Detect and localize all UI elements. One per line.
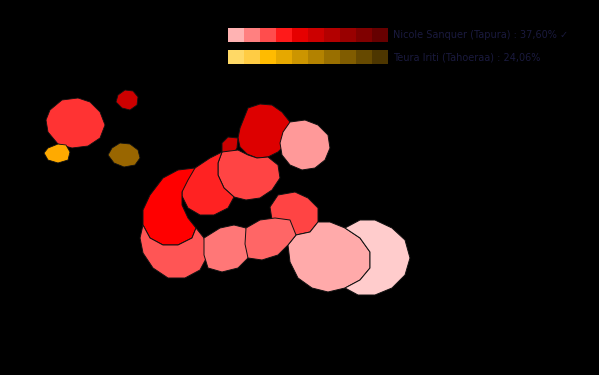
Bar	[340, 50, 356, 64]
Bar	[292, 28, 308, 42]
Polygon shape	[288, 222, 370, 292]
Bar	[260, 28, 276, 42]
Polygon shape	[116, 90, 138, 110]
Polygon shape	[345, 220, 410, 295]
Polygon shape	[204, 225, 252, 272]
Bar	[228, 50, 244, 64]
Bar	[372, 28, 388, 42]
Bar	[244, 50, 260, 64]
Polygon shape	[143, 168, 196, 245]
Polygon shape	[245, 218, 296, 260]
Polygon shape	[182, 152, 234, 215]
Bar	[228, 28, 244, 42]
Polygon shape	[280, 120, 330, 170]
Bar	[260, 50, 276, 64]
Bar	[324, 50, 340, 64]
Bar	[308, 50, 324, 64]
Polygon shape	[222, 137, 238, 157]
Bar	[356, 50, 372, 64]
Polygon shape	[46, 98, 105, 148]
Polygon shape	[270, 192, 318, 235]
Bar	[324, 28, 340, 42]
Bar	[340, 28, 356, 42]
Text: Teura Iriti (Tahoeraa) : 24,06%: Teura Iriti (Tahoeraa) : 24,06%	[393, 52, 540, 62]
Polygon shape	[218, 150, 280, 200]
Polygon shape	[108, 143, 140, 167]
Polygon shape	[44, 144, 70, 163]
Bar	[276, 28, 292, 42]
Bar	[356, 28, 372, 42]
Text: Nicole Sanquer (Tapura) : 37,60% ✓: Nicole Sanquer (Tapura) : 37,60% ✓	[393, 30, 568, 40]
Bar	[308, 28, 324, 42]
Polygon shape	[238, 104, 292, 158]
Polygon shape	[140, 225, 208, 278]
Bar	[372, 50, 388, 64]
Bar	[244, 28, 260, 42]
Bar	[292, 50, 308, 64]
Bar	[276, 50, 292, 64]
